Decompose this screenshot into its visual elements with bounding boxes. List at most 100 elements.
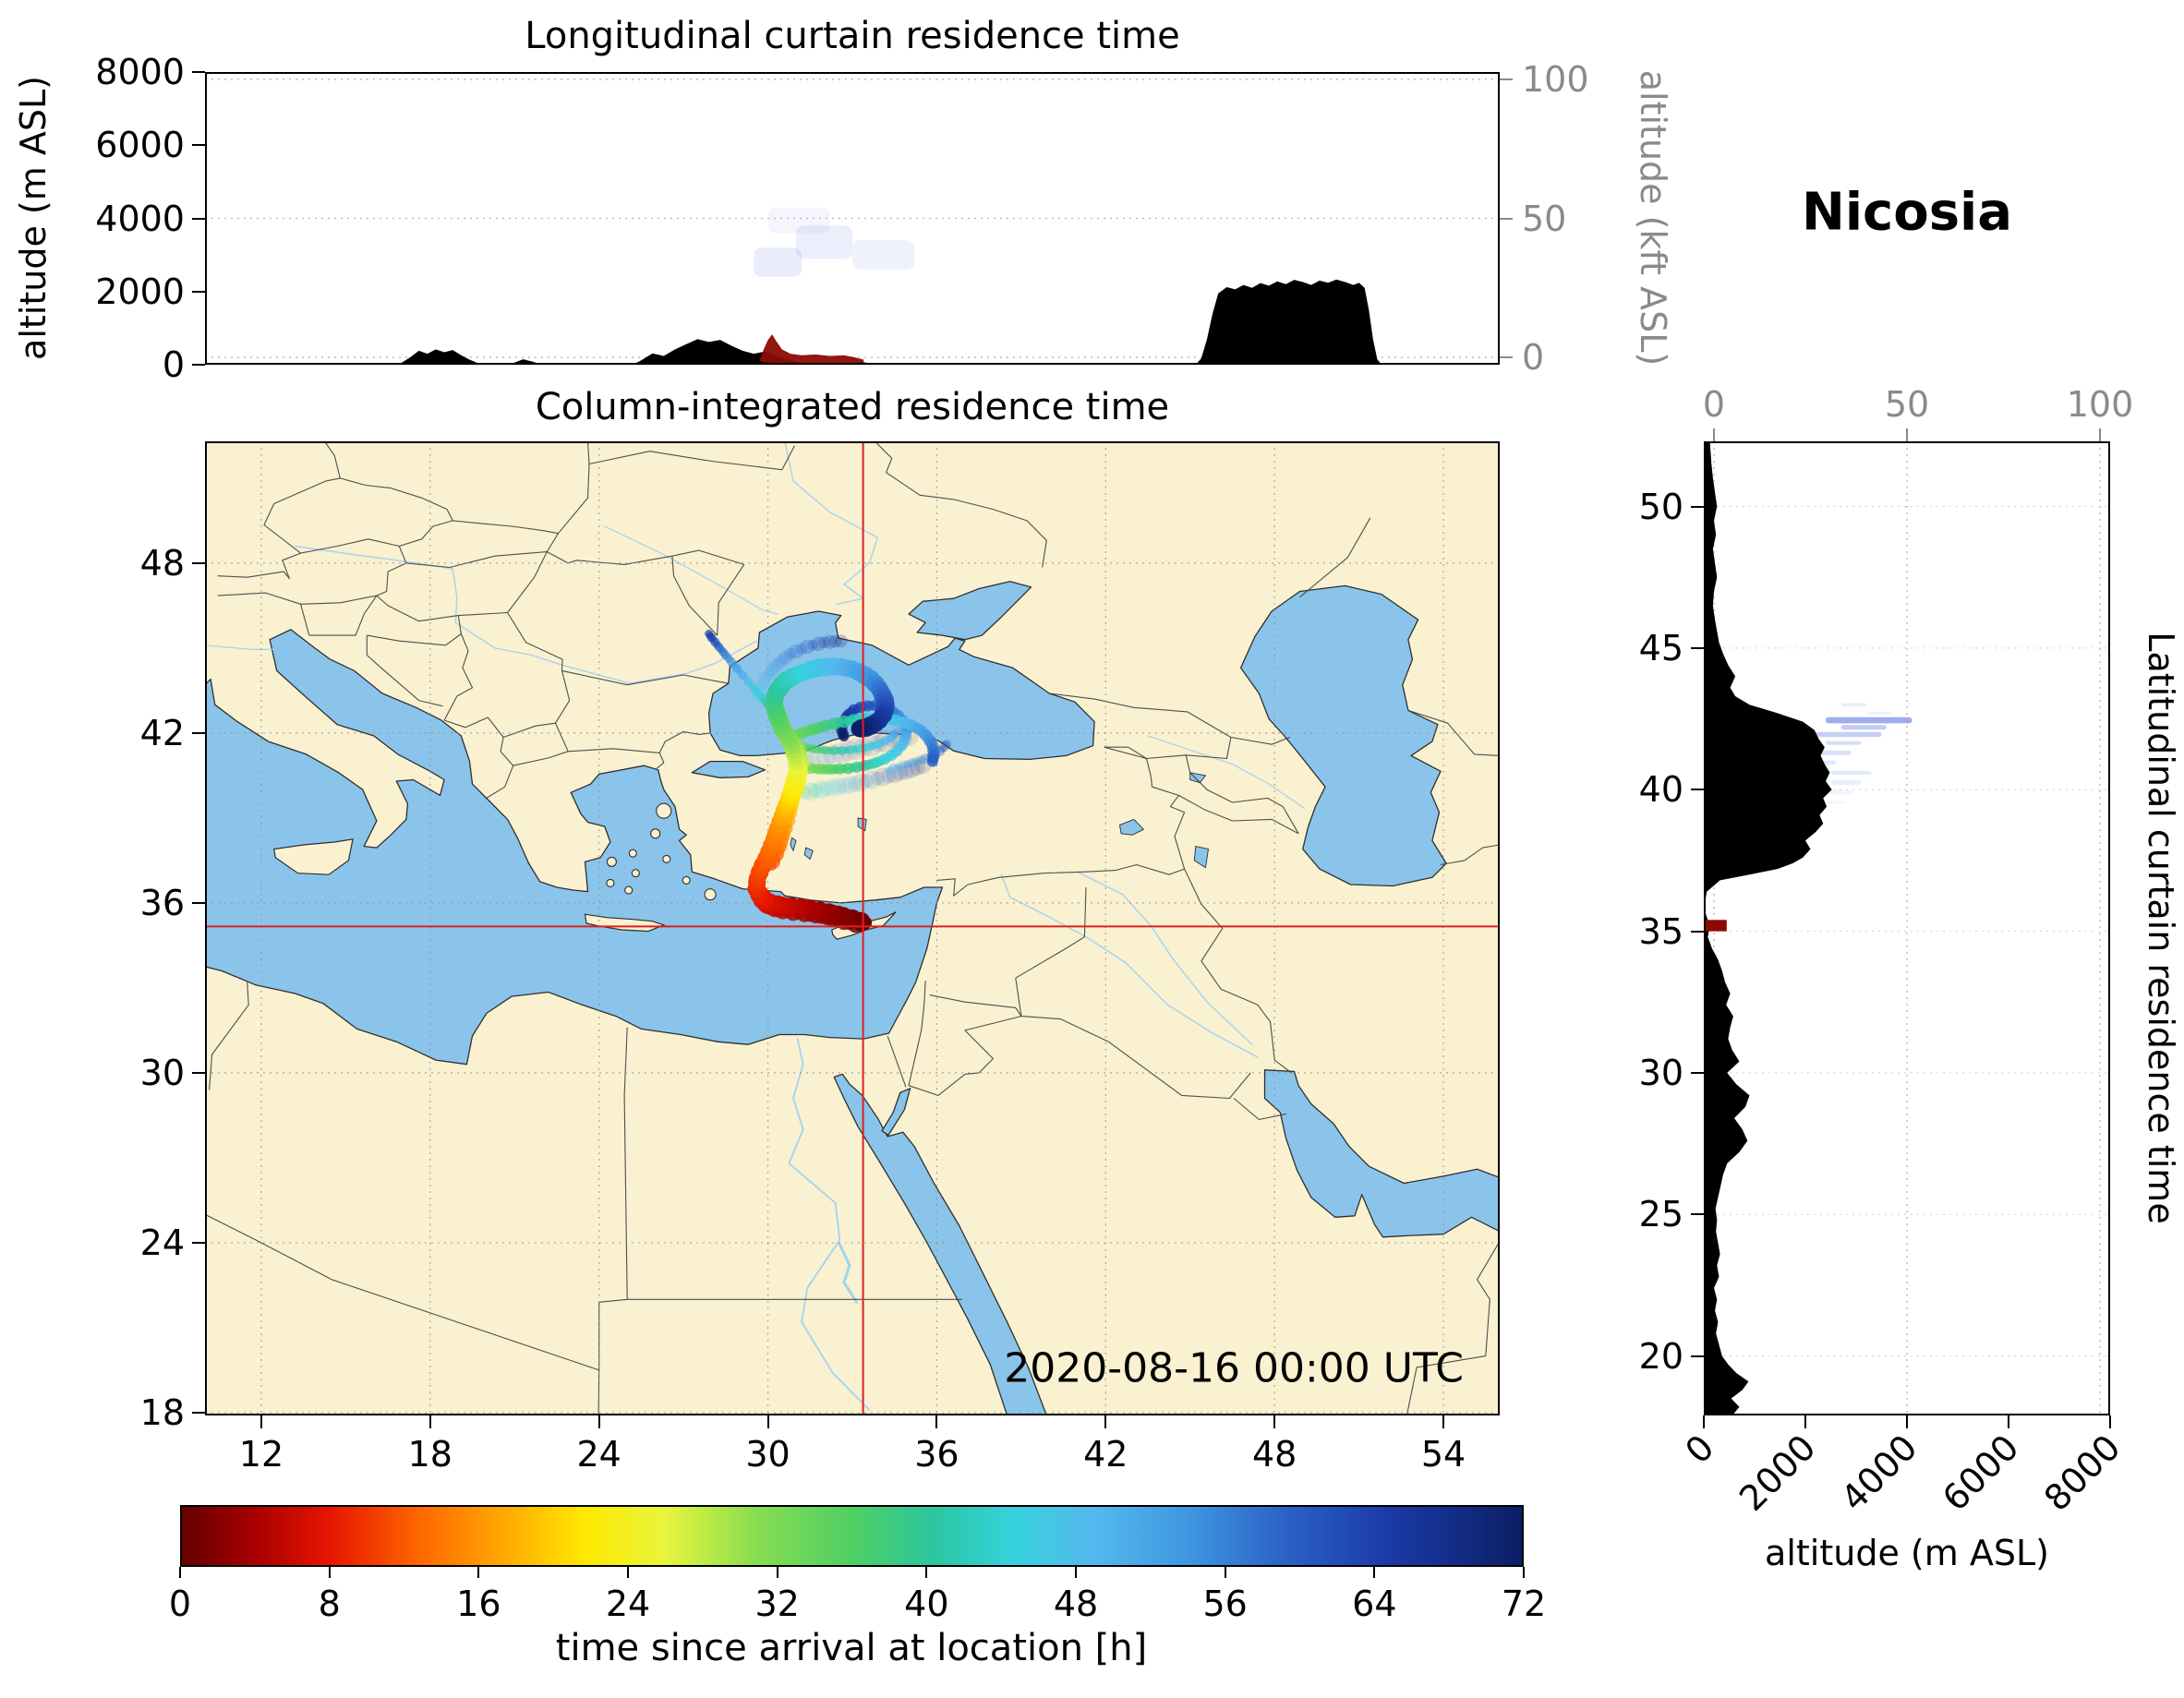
station-title: Nicosia (1801, 182, 2013, 243)
country-border (486, 717, 514, 799)
tick-mark (192, 1241, 205, 1244)
country-border (1406, 1355, 1486, 1415)
tick-mark (1104, 1415, 1107, 1428)
residence-streak (1826, 741, 1862, 745)
river (1147, 735, 1305, 809)
residence-streak (1866, 711, 1892, 715)
tick-mark (1906, 428, 1908, 441)
country-border (300, 538, 400, 554)
colorbar-tick-label: 56 (1202, 1584, 1248, 1624)
longitudinal-curtain-canvas (205, 78, 1500, 365)
country-border (658, 730, 711, 753)
river (1077, 871, 1253, 1045)
longitude-tick-label: 12 (238, 1434, 284, 1475)
tick-mark (192, 901, 205, 904)
country-border (209, 981, 249, 1090)
latitude-tick-label: 42 (139, 712, 185, 753)
altitude-m-tick-label: 6000 (95, 125, 185, 166)
altitude-kft-tick-label: 50 (1522, 198, 1567, 239)
tick-mark (192, 71, 205, 73)
country-border (908, 981, 926, 1086)
country-border (398, 546, 407, 564)
country-border (263, 477, 341, 554)
tick-mark (1713, 428, 1715, 441)
altitude-kft-tick-label: 100 (1522, 58, 1589, 100)
colorbar-tick-label: 8 (318, 1584, 341, 1624)
small-island (606, 856, 617, 867)
country-border (1299, 517, 1371, 598)
altitude-m-tick-label: 2000 (1732, 1427, 1824, 1519)
tick-mark (935, 1415, 938, 1428)
country-border (588, 445, 795, 471)
small-island (606, 878, 615, 887)
latitude-tick-label: 18 (139, 1391, 185, 1433)
lat-curtain-side-label: Latitudinal curtain residence time (2141, 632, 2181, 1224)
residence-wisp (796, 225, 852, 259)
lake (790, 837, 797, 852)
country-border (558, 441, 590, 535)
river (604, 525, 778, 615)
recent-residence-patch (759, 334, 864, 365)
country-border (340, 477, 453, 522)
tick-mark (192, 290, 205, 293)
longitude-tick-label: 18 (407, 1434, 452, 1475)
tick-mark (1691, 505, 1704, 508)
tick-mark (1703, 1415, 1705, 1428)
residence-streak (1828, 790, 1854, 795)
top-curtain-title: Longitudinal curtain residence time (525, 15, 1180, 57)
colorbar-title: time since arrival at location [h] (555, 1627, 1148, 1669)
small-island (650, 828, 661, 839)
residence-streak (1830, 780, 1862, 785)
river (784, 441, 879, 605)
lake (803, 847, 814, 861)
small-island (662, 854, 671, 863)
country-border (1015, 978, 1022, 1017)
latitude-tick-label: 36 (139, 882, 185, 923)
tick-mark (259, 1415, 262, 1428)
sea-caspian_sea (1239, 584, 1447, 887)
recent-residence-patch (1704, 920, 1727, 932)
tick-mark (1500, 217, 1513, 220)
colorbar-tick-label: 64 (1352, 1584, 1397, 1624)
map-title: Column-integrated residence time (535, 386, 1170, 428)
country-border (547, 551, 672, 565)
country-border (217, 592, 301, 605)
small-island (682, 875, 691, 885)
terrain-silhouette (1704, 441, 1832, 1415)
country-border (1049, 692, 1291, 745)
river (1000, 873, 1259, 1058)
map-canvas (205, 441, 1500, 1415)
country-border (502, 722, 556, 739)
tick-mark (1691, 646, 1704, 649)
tick-mark (1500, 356, 1513, 359)
tick-mark (192, 1411, 205, 1414)
tick-mark (192, 561, 205, 564)
residence-streak (1840, 725, 1887, 730)
residence-wisp (767, 207, 830, 234)
latitude-tick-label: 20 (1638, 1335, 1683, 1377)
country-border (671, 556, 718, 636)
country-border (875, 441, 1047, 568)
tick-mark (192, 364, 205, 366)
country-border (324, 441, 341, 479)
country-border (1015, 886, 1087, 979)
country-border (623, 1027, 628, 1300)
tick-mark (179, 1567, 181, 1578)
country-border (555, 670, 571, 724)
country-border (443, 717, 489, 729)
colorbar-gradient (180, 1505, 1524, 1567)
tick-mark (428, 1415, 431, 1428)
latitude-tick-label: 35 (1638, 910, 1683, 952)
latitude-tick-label: 40 (1638, 769, 1683, 811)
altitude-m-tick-label: 0 (1677, 1427, 1722, 1472)
small-island (704, 888, 717, 901)
tick-mark (477, 1567, 480, 1578)
country-border (656, 753, 665, 769)
tick-mark (1523, 1567, 1525, 1578)
country-border (554, 722, 660, 753)
latitude-tick-label: 45 (1638, 627, 1683, 668)
tick-mark (1075, 1567, 1077, 1578)
sea-azov_sea (908, 581, 1032, 641)
tick-mark (328, 1567, 331, 1578)
